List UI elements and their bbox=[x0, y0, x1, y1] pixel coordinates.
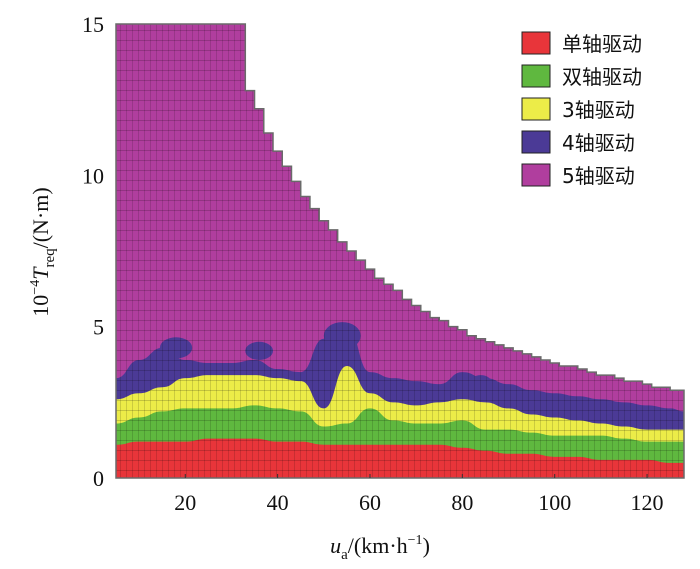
max-torque-envelope bbox=[115, 23, 685, 479]
y-tick-label: 15 bbox=[82, 12, 104, 37]
legend-swatch bbox=[521, 97, 551, 121]
x-tick-label: 100 bbox=[538, 490, 571, 515]
legend-swatch bbox=[521, 163, 551, 187]
axes bbox=[184, 474, 648, 478]
x-tick-label: 60 bbox=[359, 490, 381, 515]
legend-label: 单轴驱动 bbox=[562, 32, 642, 56]
legend-swatch bbox=[521, 31, 551, 55]
x-tick-label: 20 bbox=[174, 490, 196, 515]
legend-label: 双轴驱动 bbox=[562, 65, 642, 89]
legend-swatch bbox=[521, 130, 551, 154]
y-axis-label: 10−4Treq/(N·m) bbox=[28, 187, 58, 316]
hatch-overlay bbox=[116, 24, 684, 478]
tick-labels: 20 40 60 80 100 120 0 5 10 15 bbox=[82, 12, 664, 515]
x-tick-label: 80 bbox=[451, 490, 473, 515]
y-tick-label: 0 bbox=[93, 466, 104, 491]
legend-swatch bbox=[521, 64, 551, 88]
y-tick-label: 5 bbox=[93, 315, 104, 340]
y-tick-label: 10 bbox=[82, 163, 104, 188]
grid-hatch bbox=[116, 24, 684, 478]
legend-label: 3轴驱动 bbox=[562, 98, 635, 122]
x-axis-label: ua/(km·h−1) bbox=[330, 533, 430, 563]
legend-label: 4轴驱动 bbox=[562, 131, 635, 155]
x-tick-label: 40 bbox=[267, 490, 289, 515]
envelope-outline bbox=[115, 23, 685, 479]
x-tick-label: 120 bbox=[631, 490, 664, 515]
legend-label: 5轴驱动 bbox=[562, 164, 635, 188]
